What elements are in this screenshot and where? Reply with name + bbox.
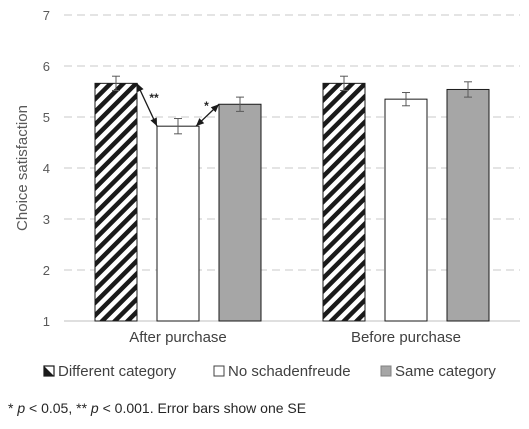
legend-item: No schadenfreude	[213, 363, 351, 380]
bar	[94, 82, 138, 322]
legend-label: No schadenfreude	[228, 363, 351, 380]
footnote-p-symbol-2: p	[90, 400, 99, 416]
legend-swatch-fill	[44, 366, 54, 376]
y-axis-title: Choice satisfaction	[14, 105, 31, 231]
bar	[322, 82, 366, 322]
y-tick-label: 4	[43, 161, 50, 176]
footnote-text-2: < 0.001. Error bars show one SE	[98, 400, 307, 416]
legend-item: Same category	[380, 363, 496, 380]
bar	[446, 88, 490, 322]
arrow-head	[196, 118, 205, 127]
significance-label: **	[149, 91, 159, 105]
legend-item: Different category	[43, 363, 177, 380]
y-tick-label: 3	[43, 212, 50, 227]
y-tick-label: 1	[43, 314, 50, 329]
bar	[384, 98, 428, 322]
bar	[218, 103, 262, 322]
footnote: * p < 0.05, ** p < 0.001. Error bars sho…	[8, 400, 306, 416]
footnote-star: *	[8, 400, 18, 416]
arrow-head	[137, 83, 144, 93]
y-tick-label: 5	[43, 110, 50, 125]
y-tick-label: 7	[43, 8, 50, 23]
arrow-head	[150, 117, 157, 127]
arrow-head	[210, 104, 219, 113]
empty-square-icon	[213, 365, 225, 377]
legend-label: Same category	[395, 363, 496, 380]
legend-label: Different category	[58, 363, 177, 380]
footnote-p-symbol: p	[17, 400, 26, 416]
x-category-label: After purchase	[129, 329, 227, 346]
y-tick-label: 6	[43, 59, 50, 74]
filled-square-icon	[380, 365, 392, 377]
significance-label: *	[204, 99, 209, 113]
bar	[156, 125, 200, 322]
y-tick-label: 2	[43, 263, 50, 278]
x-category-label: Before purchase	[351, 329, 461, 346]
footnote-text-1: < 0.05, **	[25, 400, 91, 416]
